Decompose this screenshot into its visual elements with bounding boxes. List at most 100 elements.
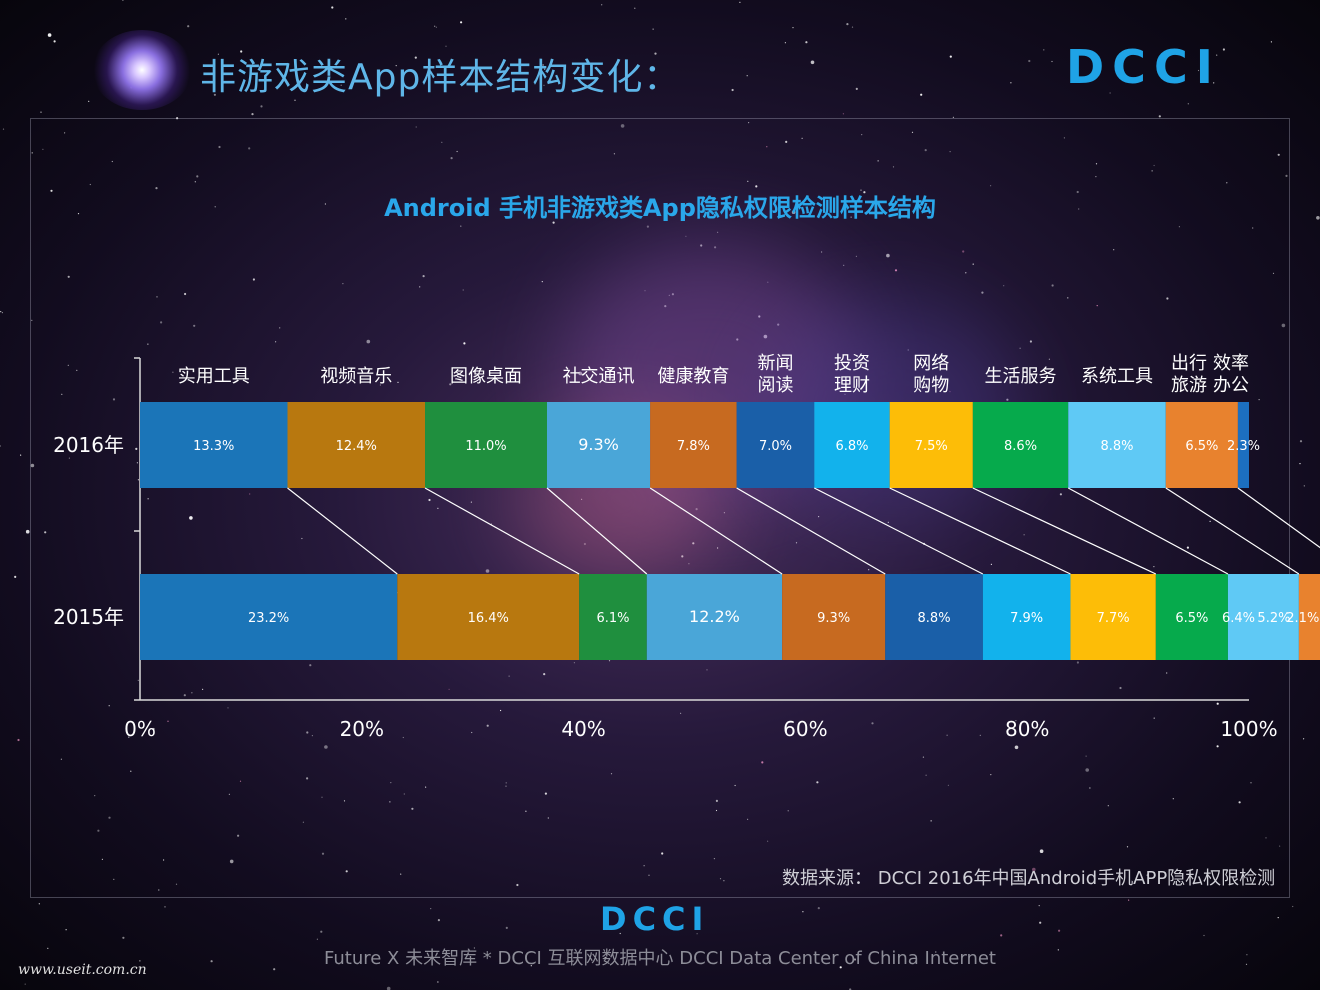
star [1146, 874, 1148, 876]
star [191, 692, 193, 694]
star [688, 563, 690, 565]
star [949, 151, 951, 153]
star [306, 777, 309, 780]
star [415, 126, 417, 128]
star [1059, 493, 1062, 496]
star [183, 694, 186, 697]
star [844, 393, 846, 395]
star [400, 873, 402, 875]
star [1172, 798, 1174, 800]
star [818, 516, 820, 518]
star [573, 662, 576, 664]
star [805, 41, 808, 44]
star [89, 183, 91, 186]
star [817, 907, 820, 910]
star [787, 810, 789, 812]
star [164, 906, 166, 908]
star [64, 132, 66, 134]
star [67, 364, 69, 366]
star [44, 531, 47, 534]
star [1, 312, 3, 314]
bar-segment [1237, 402, 1249, 488]
star [1216, 54, 1218, 56]
star [193, 324, 196, 327]
data-label: 7.0% [759, 439, 792, 454]
star [94, 795, 96, 797]
star [403, 793, 405, 795]
star [1151, 170, 1153, 172]
data-label: 7.5% [915, 439, 948, 454]
star [1089, 787, 1091, 789]
star [1038, 905, 1040, 907]
star [471, 731, 473, 734]
chart-frame [30, 118, 1290, 898]
star [485, 569, 490, 573]
star [152, 727, 155, 731]
star [88, 100, 90, 102]
star [1216, 702, 1219, 705]
star [437, 919, 440, 922]
star [50, 189, 53, 192]
star [685, 235, 687, 237]
bar-segment [1165, 402, 1238, 488]
star [530, 965, 532, 967]
star [654, 52, 657, 55]
star [448, 688, 450, 691]
bar-segment [1068, 402, 1166, 488]
data-label: 6.8% [835, 439, 868, 454]
star [252, 278, 255, 281]
star [122, 0, 124, 1]
star [792, 27, 794, 29]
star [1003, 285, 1005, 287]
star [456, 150, 458, 153]
star [542, 64, 544, 66]
star [1153, 164, 1155, 167]
star [0, 311, 2, 313]
star [979, 734, 981, 737]
data-label: 16.4% [468, 611, 509, 626]
star [402, 736, 404, 739]
star [505, 926, 508, 930]
star [302, 821, 304, 823]
star [846, 23, 849, 26]
star [925, 774, 927, 776]
connector-line [736, 487, 886, 575]
star [275, 341, 277, 343]
star [619, 932, 621, 935]
star [766, 146, 768, 148]
star [843, 264, 845, 266]
star [802, 911, 804, 913]
legend-label: 图像桌面 [450, 366, 522, 387]
connector-line [1165, 487, 1300, 575]
star [0, 445, 1, 447]
star [135, 447, 138, 450]
star [714, 246, 717, 249]
star [505, 785, 507, 787]
star [1216, 745, 1219, 748]
star [1166, 297, 1169, 300]
star [311, 735, 313, 737]
page-title: 非游戏类App样本结构变化： [200, 57, 681, 98]
star [172, 371, 174, 373]
star [748, 122, 750, 124]
star [445, 45, 447, 47]
star [1292, 905, 1294, 908]
star [1203, 934, 1205, 937]
legend-label: 办公 [1213, 375, 1249, 396]
data-source: 数据来源： DCCI 2016年中国Android手机APP隐私权限检测 [782, 868, 1276, 889]
star [736, 338, 739, 341]
bar-segment [1298, 574, 1320, 660]
star [395, 65, 397, 67]
star [990, 563, 993, 566]
star [601, 4, 603, 6]
star [723, 512, 726, 514]
star [386, 986, 391, 990]
star [1109, 92, 1111, 94]
data-label: 23.2% [248, 611, 289, 626]
star [1128, 899, 1130, 901]
star [715, 799, 719, 803]
watermark: www.useit.com.cn [18, 962, 147, 978]
star [583, 542, 587, 546]
star [1113, 249, 1115, 251]
star [136, 462, 138, 464]
